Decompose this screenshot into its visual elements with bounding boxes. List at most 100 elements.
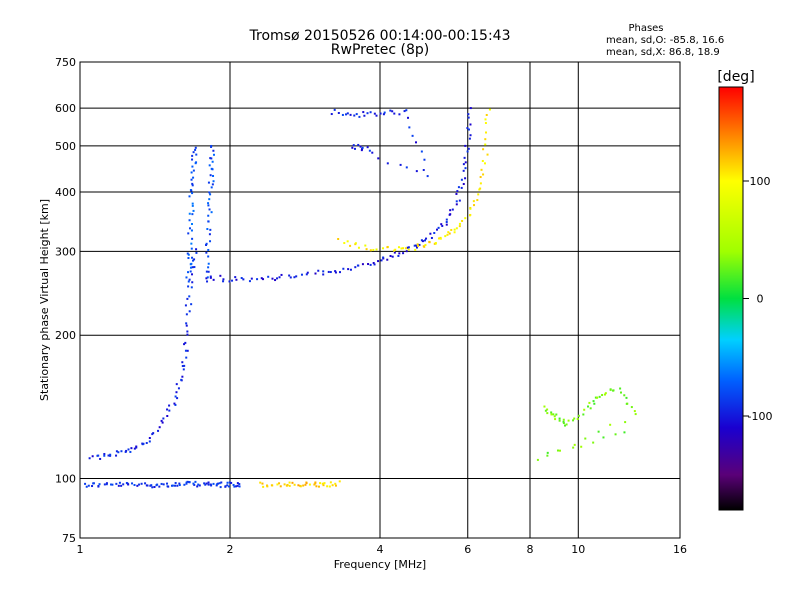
data-point	[546, 451, 549, 454]
data-point	[460, 186, 463, 189]
data-point	[98, 483, 101, 486]
data-point	[552, 413, 555, 416]
data-point	[369, 263, 372, 266]
data-point	[364, 244, 367, 247]
data-point	[349, 244, 352, 247]
data-point	[382, 247, 385, 250]
data-point	[222, 278, 225, 281]
data-point	[346, 112, 349, 115]
data-point	[220, 481, 223, 484]
data-point	[589, 407, 592, 410]
data-point	[158, 426, 161, 429]
data-point	[421, 240, 424, 243]
data-point	[567, 419, 570, 422]
data-point	[259, 481, 262, 484]
data-point	[562, 420, 565, 423]
data-point	[405, 166, 408, 169]
data-point	[437, 237, 440, 240]
data-point	[185, 313, 188, 316]
data-point	[186, 349, 189, 352]
data-point	[553, 415, 556, 418]
data-point	[467, 128, 470, 131]
data-point	[187, 285, 190, 288]
data-point	[473, 204, 476, 207]
data-point	[148, 437, 151, 440]
data-point	[415, 141, 418, 144]
data-point	[369, 249, 372, 252]
data-point	[232, 483, 235, 486]
data-point	[373, 263, 376, 266]
data-point	[92, 482, 95, 485]
data-point	[398, 113, 401, 116]
data-point	[313, 483, 316, 486]
data-point	[133, 484, 136, 487]
data-point	[331, 484, 334, 487]
data-point	[209, 240, 212, 243]
data-point	[558, 417, 561, 420]
data-point	[183, 364, 186, 367]
data-point	[588, 401, 591, 404]
data-point	[358, 115, 361, 118]
data-point	[191, 202, 194, 205]
data-point	[209, 228, 212, 231]
data-point	[467, 116, 470, 119]
data-point	[420, 239, 423, 242]
data-point	[469, 207, 472, 210]
data-point	[308, 483, 311, 486]
data-point	[612, 389, 615, 392]
data-point	[192, 169, 195, 172]
data-point	[212, 174, 215, 177]
data-point	[460, 178, 463, 181]
data-point	[87, 484, 90, 487]
data-point	[386, 246, 389, 249]
data-point	[197, 483, 200, 486]
data-point	[186, 333, 189, 336]
data-point	[360, 149, 363, 152]
data-point	[208, 198, 211, 201]
data-point	[556, 449, 559, 452]
data-point	[174, 481, 177, 484]
data-point	[167, 485, 170, 488]
data-point	[423, 245, 426, 248]
data-point	[414, 244, 417, 247]
data-point	[189, 266, 192, 269]
colorbar-gradient	[718, 86, 744, 511]
data-point	[373, 112, 376, 115]
data-point	[207, 266, 210, 269]
data-point	[207, 262, 210, 265]
data-point	[205, 270, 208, 273]
data-point	[603, 393, 606, 396]
data-point	[464, 161, 467, 164]
data-point	[407, 116, 410, 119]
data-point	[477, 193, 480, 196]
data-point	[572, 419, 575, 422]
data-point	[181, 365, 184, 368]
data-point	[624, 421, 627, 424]
data-point	[211, 160, 214, 163]
data-point	[484, 122, 487, 125]
data-point	[194, 146, 197, 149]
data-point	[423, 158, 426, 161]
data-point	[162, 483, 165, 486]
data-point	[468, 137, 471, 140]
data-point	[415, 170, 418, 173]
data-point	[405, 247, 408, 250]
data-point	[186, 480, 189, 483]
data-point	[584, 437, 587, 440]
data-point	[136, 484, 139, 487]
data-point	[440, 223, 443, 226]
x-tick-label: 4	[377, 543, 384, 556]
data-point	[420, 150, 423, 153]
data-point	[195, 161, 198, 164]
data-point	[205, 277, 208, 280]
data-point	[191, 273, 194, 276]
data-point	[178, 484, 181, 487]
data-point	[103, 454, 106, 457]
data-point	[168, 409, 171, 412]
data-point	[203, 482, 206, 485]
data-point	[484, 143, 487, 146]
data-point	[262, 278, 265, 281]
data-point	[304, 483, 307, 486]
data-point	[184, 341, 187, 344]
x-tick-label: 8	[527, 543, 534, 556]
